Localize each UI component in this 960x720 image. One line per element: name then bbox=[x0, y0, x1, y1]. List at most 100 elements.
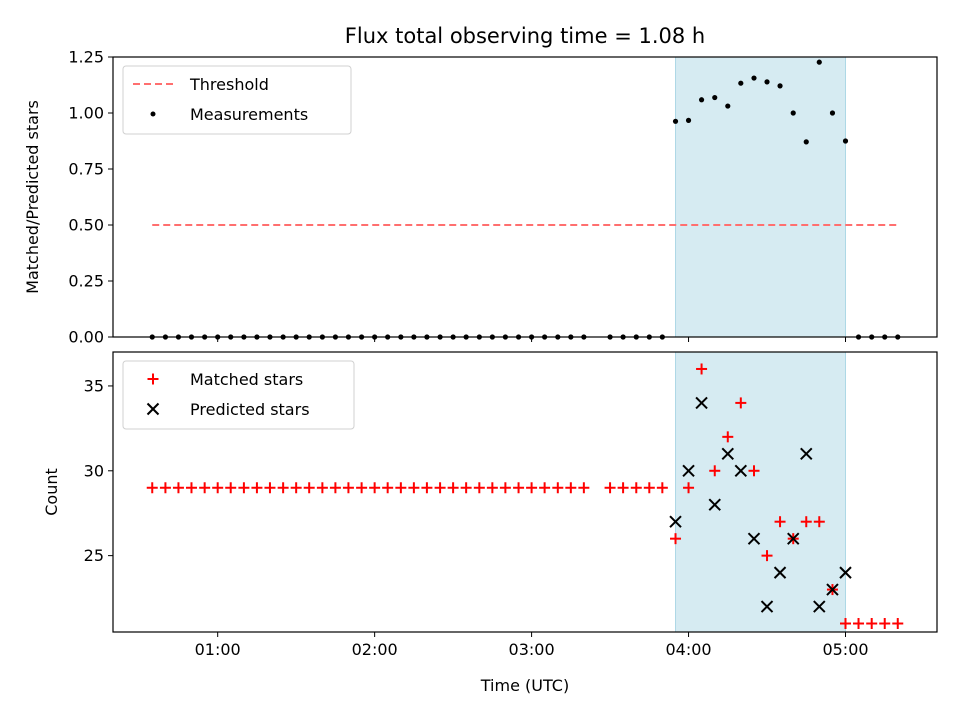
y-tick-label: 25 bbox=[84, 546, 104, 565]
matched-star-point bbox=[460, 482, 472, 494]
matched-star-point bbox=[199, 482, 211, 494]
top-highlight-span bbox=[675, 56, 846, 338]
legend-matched-swatch bbox=[147, 373, 159, 385]
matched-star-point bbox=[617, 482, 629, 494]
measurement-point bbox=[738, 80, 744, 86]
legend-matched-label: Matched stars bbox=[190, 370, 303, 389]
predicted-star-point bbox=[760, 600, 774, 613]
predicted-star-point bbox=[747, 532, 761, 545]
bottom-legend: Matched stars Predicted stars bbox=[122, 360, 355, 430]
matched-star-point bbox=[329, 482, 341, 494]
matched-star-point bbox=[604, 482, 616, 494]
measurement-point bbox=[698, 97, 705, 103]
matched-star-point bbox=[369, 482, 381, 494]
matched-star-point bbox=[722, 431, 734, 443]
legend-predicted-swatch bbox=[146, 402, 160, 416]
predicted-star-point bbox=[695, 396, 708, 410]
matched-star-point bbox=[656, 482, 668, 494]
y-tick-label: 1.25 bbox=[68, 48, 104, 67]
predicted-star-point bbox=[773, 566, 787, 579]
x-tick-label: 03:00 bbox=[509, 640, 555, 659]
measurement-point bbox=[829, 110, 836, 116]
matched-star-point bbox=[382, 482, 394, 494]
measurement-point bbox=[764, 79, 770, 85]
matched-star-point bbox=[879, 618, 891, 630]
x-tick-label: 02:00 bbox=[352, 640, 398, 659]
measurement-point bbox=[803, 139, 809, 145]
matched-star-point bbox=[578, 482, 590, 494]
matched-star-point bbox=[735, 397, 747, 409]
matched-star-point bbox=[552, 482, 564, 494]
bottom-axes-frame bbox=[112, 351, 938, 633]
matched-star-point bbox=[447, 482, 459, 494]
top-x-ticks bbox=[217, 337, 846, 342]
top-legend: Threshold Measurements bbox=[122, 65, 352, 135]
matched-star-point bbox=[670, 533, 682, 545]
highlight-span-rect bbox=[675, 351, 846, 633]
chart-title: Flux total observing time = 1.08 h bbox=[345, 24, 705, 48]
top-panel: Flux total observing time = 1.08 h 0.00 0… bbox=[23, 24, 938, 347]
matched-star-point bbox=[813, 516, 825, 528]
bottom-highlight-span bbox=[675, 351, 846, 633]
matched-star-point bbox=[565, 482, 577, 494]
matched-star-point bbox=[146, 482, 158, 494]
measurement-point bbox=[842, 138, 849, 144]
y-tick-label: 35 bbox=[84, 376, 104, 395]
matched-star-point bbox=[395, 482, 407, 494]
measurement-point bbox=[751, 75, 757, 81]
legend-threshold-label: Threshold bbox=[189, 75, 269, 94]
legend-predicted-label: Predicted stars bbox=[190, 400, 310, 419]
matched-star-point bbox=[434, 482, 446, 494]
matched-star-point bbox=[853, 618, 865, 630]
measurement-point bbox=[816, 59, 822, 65]
predicted-star-point bbox=[721, 447, 734, 461]
matched-star-point bbox=[473, 482, 485, 494]
matched-star-point bbox=[356, 482, 368, 494]
top-y-axis-label: Matched/Predicted stars bbox=[23, 100, 42, 294]
matched-star-point bbox=[159, 482, 171, 494]
matched-star-point bbox=[421, 482, 433, 494]
matched-star-point bbox=[251, 482, 263, 494]
predicted-star-point bbox=[813, 600, 826, 613]
measurement-point bbox=[790, 110, 796, 116]
matched-star-point bbox=[172, 482, 184, 494]
bottom-legend-box bbox=[122, 360, 355, 430]
matched-star-point bbox=[866, 618, 878, 630]
legend-measurements-swatch bbox=[150, 111, 156, 117]
predicted-star-point bbox=[669, 515, 682, 528]
matched-star-point bbox=[499, 482, 511, 494]
measurement-point bbox=[725, 103, 731, 109]
predicted-star-point bbox=[734, 464, 748, 477]
legend-x-marker bbox=[146, 402, 160, 416]
measurement-point bbox=[712, 94, 718, 101]
matched-star-point bbox=[303, 482, 315, 494]
predicted-star-point bbox=[787, 532, 800, 545]
matched-star-point bbox=[316, 482, 328, 494]
x-tick-label: 05:00 bbox=[822, 640, 868, 659]
predicted-star-point bbox=[826, 583, 839, 596]
matched-star-point bbox=[264, 482, 276, 494]
bottom-x-ticks: 01:00 02:00 03:00 04:00 05:00 bbox=[195, 632, 869, 659]
bottom-y-axis-label: Count bbox=[42, 468, 61, 516]
matched-star-point bbox=[486, 482, 498, 494]
predicted-star-point bbox=[839, 566, 852, 579]
top-y-ticks: 0.00 0.25 0.50 0.75 1.00 1.25 bbox=[68, 48, 113, 347]
matched-star-point bbox=[185, 482, 197, 494]
matched-star-point bbox=[630, 482, 642, 494]
bottom-panel: 25 30 35 01:00 02:00 03:00 04:00 05:00 Count T… bbox=[42, 351, 938, 695]
x-axis-label: Time (UTC) bbox=[480, 676, 569, 695]
matched-star-point bbox=[342, 482, 354, 494]
bottom-y-ticks: 25 30 35 bbox=[84, 376, 113, 565]
matched-star-point bbox=[709, 465, 721, 477]
y-tick-label: 0.75 bbox=[68, 160, 104, 179]
matched-star-point bbox=[238, 482, 250, 494]
top-axes-frame bbox=[112, 56, 938, 338]
y-tick-label: 0.50 bbox=[68, 216, 104, 235]
matched-star-point bbox=[513, 482, 525, 494]
measurement-point bbox=[777, 83, 783, 89]
y-tick-label: 0.00 bbox=[68, 328, 104, 347]
matched-star-points bbox=[146, 363, 904, 630]
matched-star-point bbox=[643, 482, 655, 494]
matched-star-point bbox=[839, 618, 851, 630]
